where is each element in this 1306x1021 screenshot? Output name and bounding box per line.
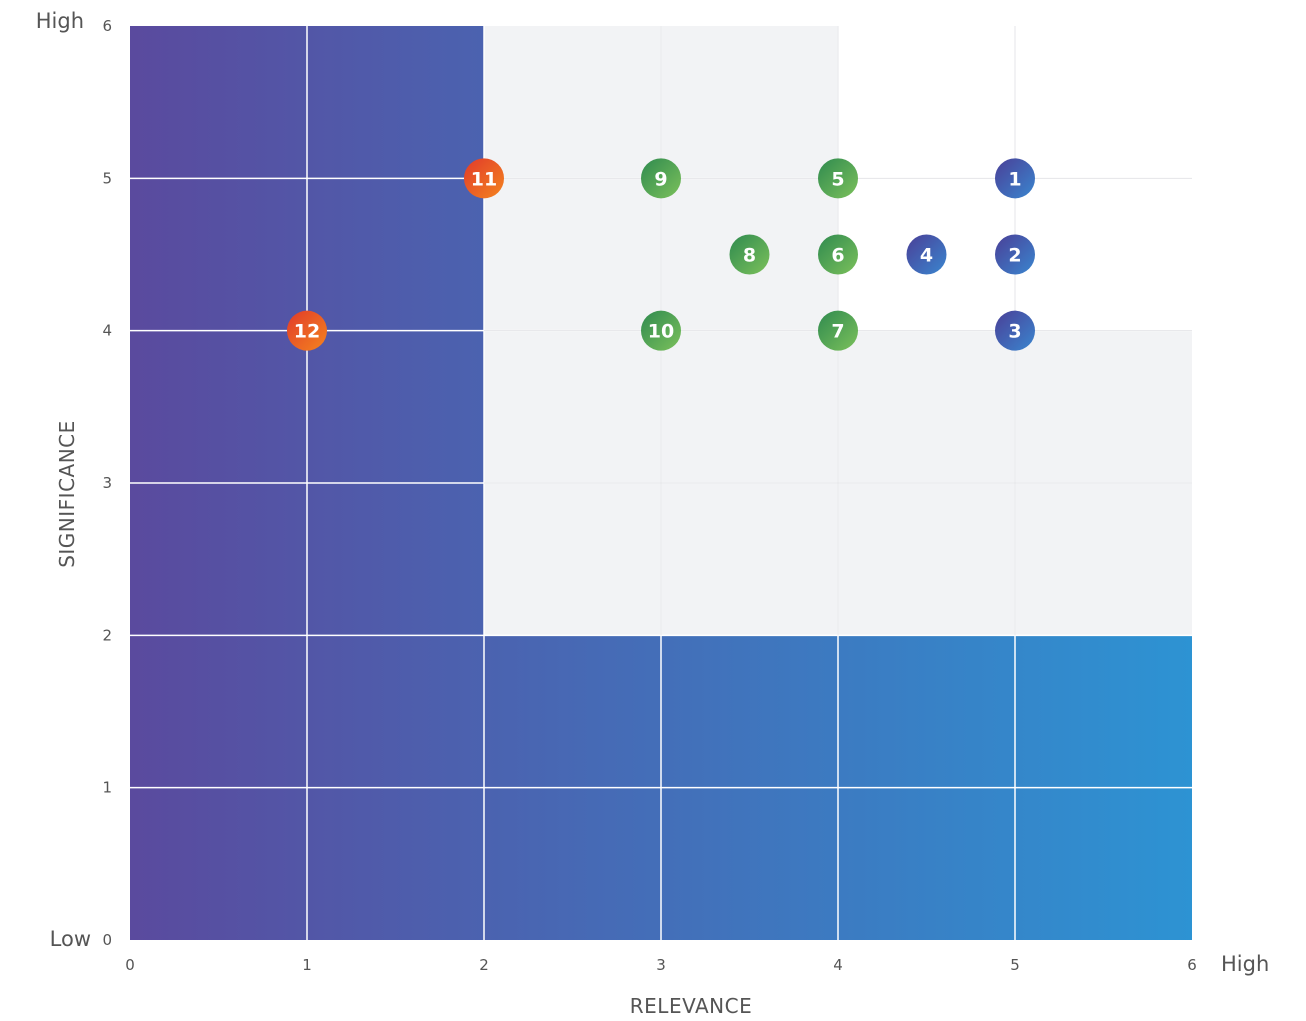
x-tick-label: 1 [302, 956, 312, 974]
x-tick-label: 0 [125, 956, 135, 974]
data-point-label: 1 [1008, 168, 1021, 190]
data-point-label: 12 [294, 321, 320, 343]
data-point-marker [818, 158, 858, 199]
x-axis-title: RELEVANCE [630, 994, 752, 1018]
data-point-label: 9 [654, 168, 667, 190]
data-point-marker [287, 310, 327, 351]
data-point-marker [464, 158, 504, 199]
y-tick-label: 2 [102, 626, 112, 644]
data-point-marker [729, 234, 770, 275]
y-tick-label: 4 [102, 322, 112, 340]
data-point: 9 [641, 158, 681, 199]
data-point: 6 [818, 234, 858, 275]
data-point: 7 [818, 310, 858, 351]
data-point-label: 6 [831, 245, 844, 267]
y-axis-high-label: High [36, 9, 84, 33]
data-point-marker [995, 234, 1035, 275]
y-tick-label: 0 [102, 931, 112, 949]
data-point-marker [641, 310, 681, 351]
data-point-marker [995, 158, 1035, 199]
x-tick-label: 2 [479, 956, 489, 974]
data-point-label: 10 [648, 321, 674, 343]
low-priority-region [130, 26, 1192, 940]
y-tick-label: 5 [102, 169, 112, 187]
x-tick-label: 6 [1187, 956, 1197, 974]
y-tick-label: 1 [102, 779, 112, 797]
x-tick-label: 3 [656, 956, 666, 974]
data-point: 5 [818, 158, 858, 199]
y-axis-low-label: Low [50, 927, 91, 951]
data-point: 11 [464, 158, 504, 199]
x-axis-high-label: High [1221, 952, 1269, 976]
data-point: 4 [906, 234, 947, 275]
data-point: 8 [729, 234, 770, 275]
data-point-marker [641, 158, 681, 199]
data-point-label: 11 [471, 168, 497, 190]
data-point: 10 [641, 310, 681, 351]
data-point-label: 5 [831, 168, 844, 190]
data-point: 12 [287, 310, 327, 351]
data-point: 3 [995, 310, 1035, 351]
data-point-label: 8 [743, 245, 756, 267]
data-point-label: 3 [1008, 321, 1021, 343]
data-point-label: 4 [920, 245, 933, 267]
data-point-label: 2 [1008, 245, 1021, 267]
data-point-marker [818, 234, 858, 275]
data-point: 2 [995, 234, 1035, 275]
data-point-label: 7 [831, 321, 844, 343]
y-axis-title: SIGNIFICANCE [55, 420, 79, 568]
y-tick-label: 6 [102, 17, 112, 35]
data-point-marker [818, 310, 858, 351]
x-tick-label: 4 [833, 956, 843, 974]
data-point: 1 [995, 158, 1035, 199]
data-point-marker [906, 234, 947, 275]
data-point-marker [995, 310, 1035, 351]
y-tick-label: 3 [102, 474, 112, 492]
x-tick-label: 5 [1010, 956, 1020, 974]
